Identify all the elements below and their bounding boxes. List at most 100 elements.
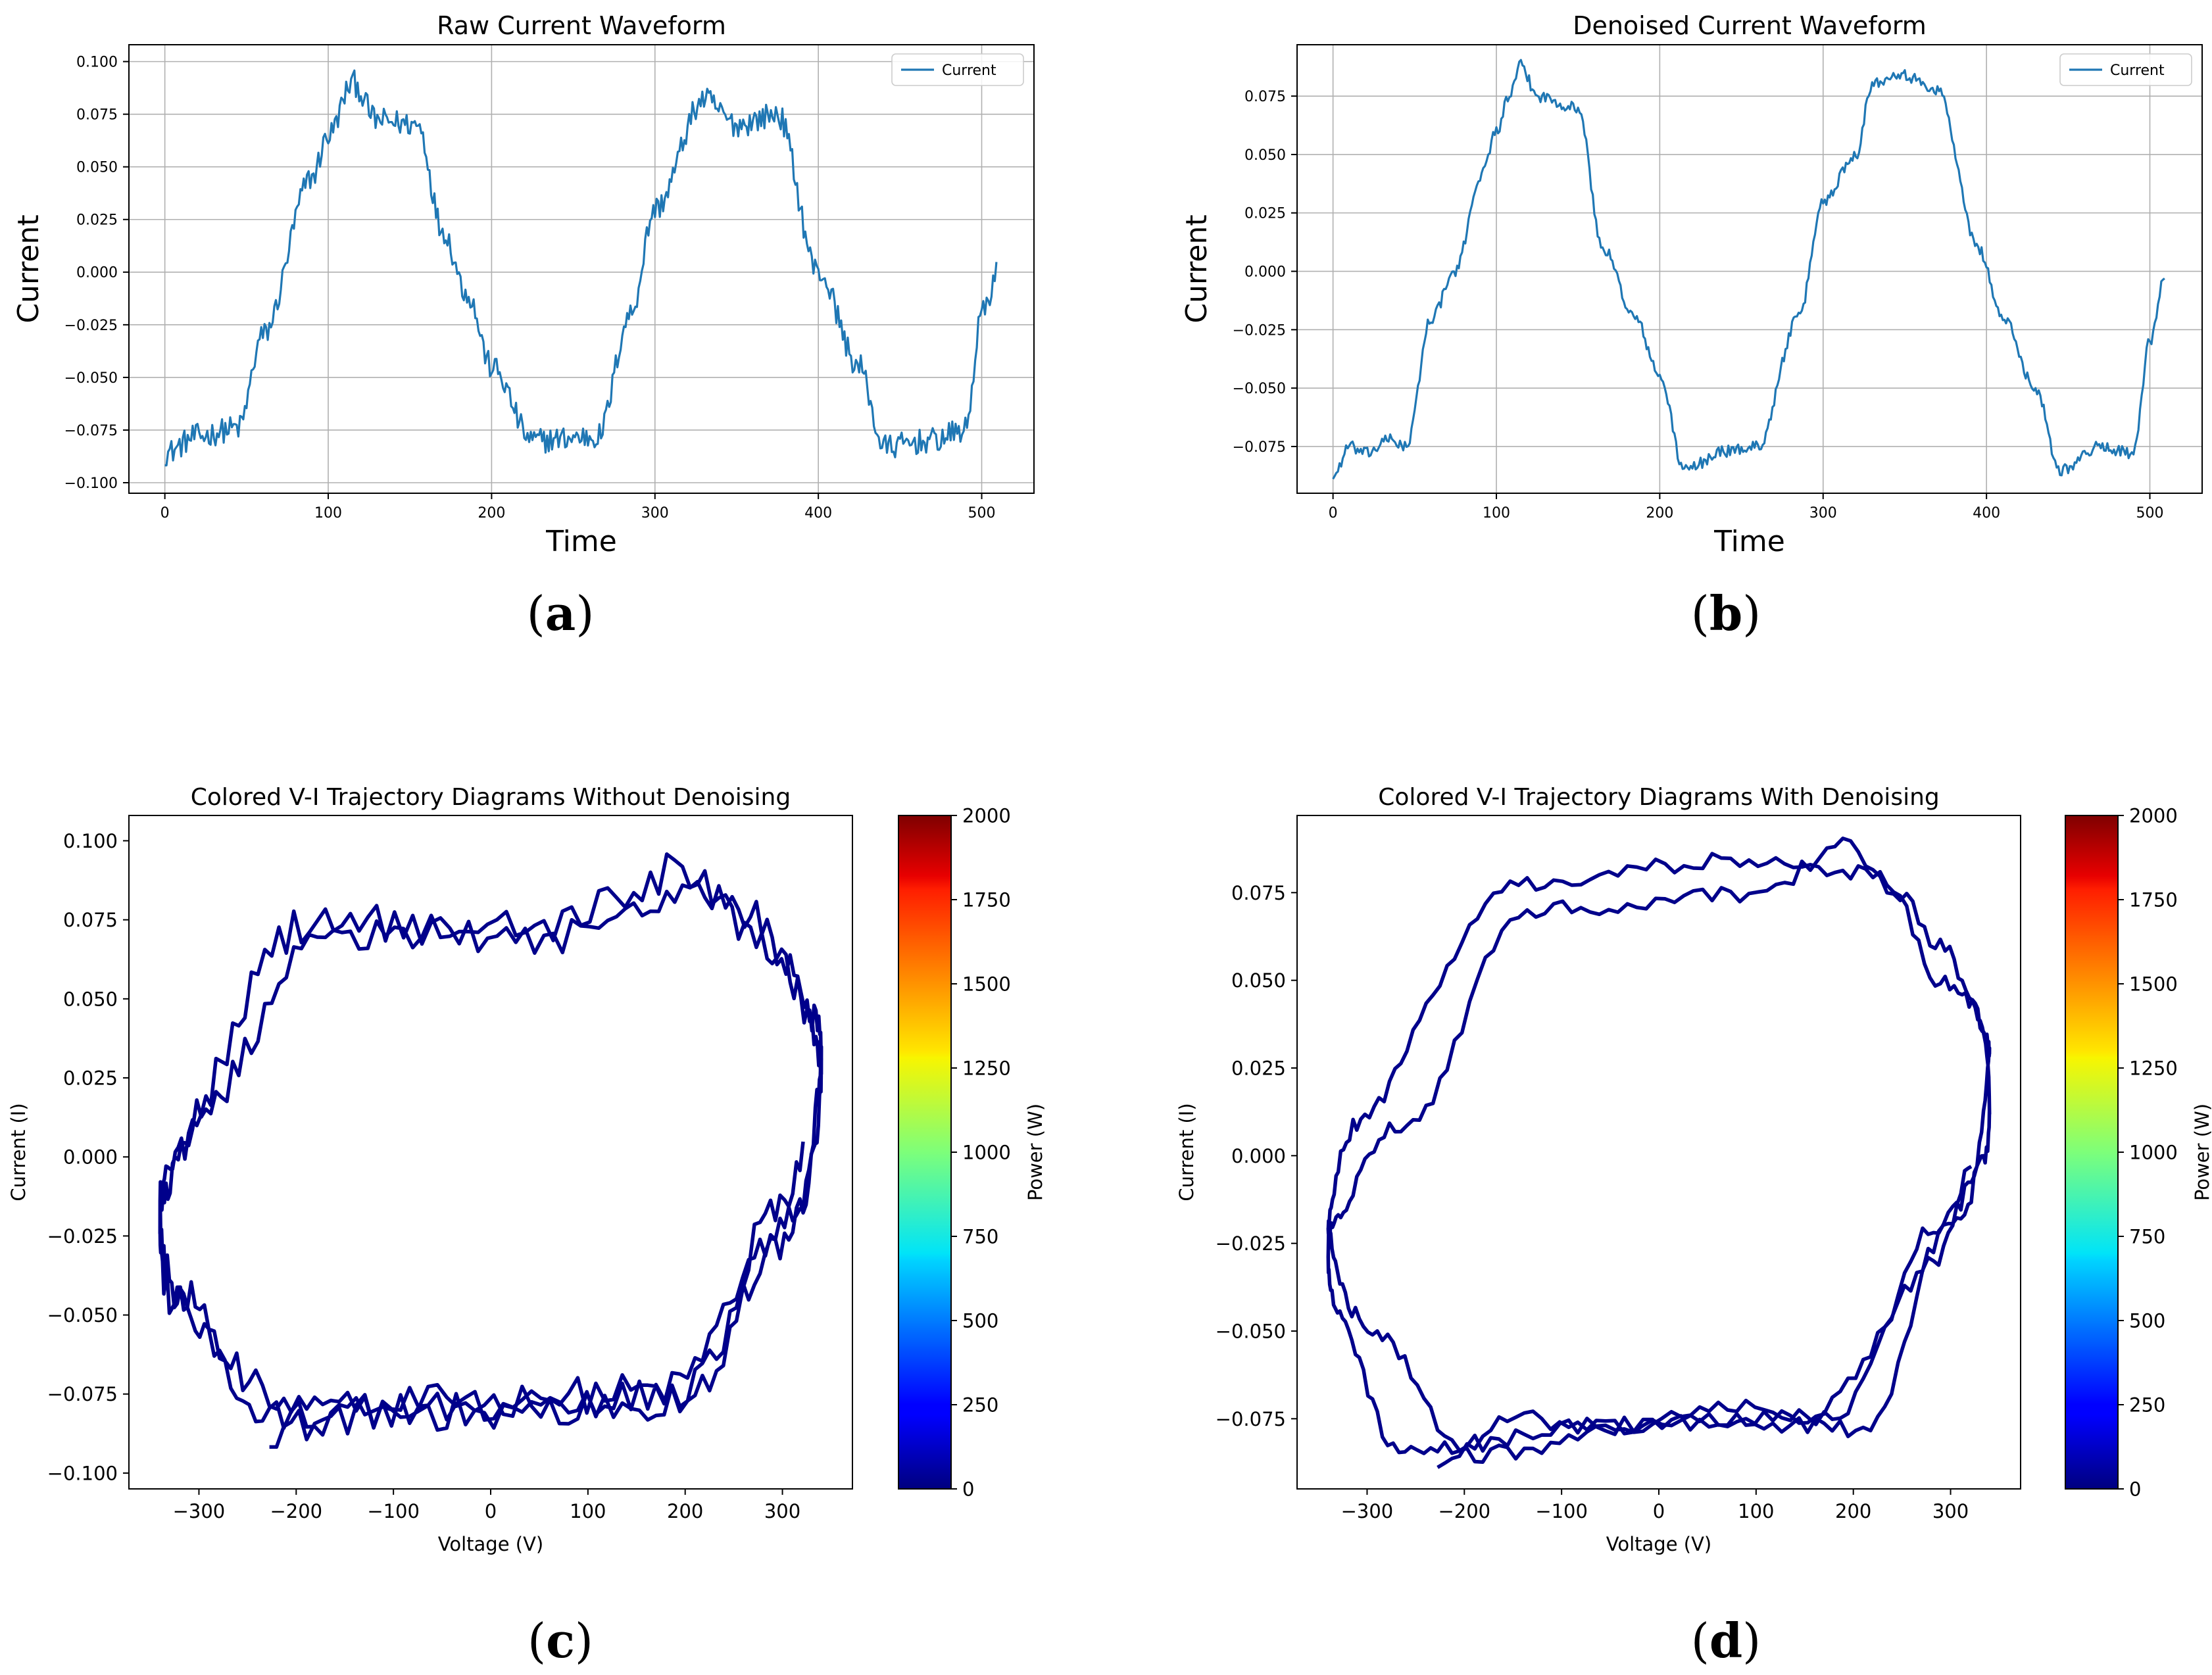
x-tick-label: 400 — [1973, 505, 2000, 522]
x-tick-label: 0 — [1329, 505, 1338, 522]
colorbar-tick-label: 1250 — [2129, 1057, 2178, 1079]
chart-b: Denoised Current Waveform 0 100 200 300 400 50… — [1180, 11, 2203, 558]
chart-title: Colored V-I Trajectory Diagrams Without … — [191, 784, 791, 811]
x-tick-label: 100 — [314, 505, 342, 522]
colorbar-tick-label: 1000 — [962, 1141, 1011, 1163]
y-tick-label: −0.025 — [47, 1225, 118, 1248]
vi-trajectory-line — [158, 852, 823, 1449]
x-tick-label: 300 — [764, 1500, 800, 1522]
colorbar-label: Power (W) — [1024, 1104, 1046, 1201]
x-tick-label: 300 — [641, 505, 669, 522]
y-tick-label: 0.050 — [1231, 969, 1286, 992]
y-tick-label: −0.050 — [1216, 1320, 1286, 1342]
y-tick-label: 0.075 — [1244, 89, 1286, 105]
x-tick-label: 200 — [667, 1500, 703, 1522]
colorbar-tick-label: 750 — [2129, 1225, 2165, 1248]
colorbar-gradient — [898, 815, 952, 1490]
y-tick-label: 0.050 — [1244, 147, 1286, 164]
x-tick-label: 100 — [1483, 505, 1510, 522]
y-tick-label: 0.050 — [76, 160, 118, 176]
caption-b: (b) — [1690, 585, 1761, 641]
colorbar-tick-label: 250 — [2129, 1394, 2165, 1416]
y-tick-label: 0.075 — [76, 107, 118, 124]
x-tick-label: 300 — [1932, 1500, 1969, 1522]
y-tick-label: −0.075 — [1216, 1408, 1286, 1430]
x-tick-label: 300 — [1809, 505, 1837, 522]
y-axis-label: Current (I) — [7, 1103, 30, 1201]
legend: Current — [2059, 53, 2192, 86]
chart-a: Raw Current Waveform 0 100 200 300 400 500 −0.1… — [12, 11, 1035, 558]
x-axis-label: Time — [545, 525, 617, 558]
chart-title: Raw Current Waveform — [437, 11, 726, 40]
colorbar-label: Power (W) — [2191, 1104, 2212, 1201]
colorbar-tick-label: 1250 — [962, 1057, 1011, 1079]
colorbar-tick-label: 0 — [2129, 1478, 2141, 1500]
y-tick-label: 0.025 — [1231, 1057, 1286, 1079]
y-tick-label: 0.025 — [76, 212, 118, 229]
y-tick-label: 0.075 — [1231, 882, 1286, 904]
caption-a: (a) — [526, 585, 595, 641]
series-line-current — [1332, 59, 2165, 480]
y-tick-label: 0.050 — [63, 988, 118, 1010]
y-tick-label: 0.000 — [1244, 264, 1286, 280]
x-tick-label: 0 — [485, 1500, 497, 1522]
axes-frame — [128, 44, 1035, 494]
colorbar-tick-label: 0 — [962, 1478, 974, 1500]
y-tick-label: 0.025 — [63, 1067, 118, 1089]
colorbar-tick-label: 1750 — [962, 888, 1011, 911]
y-tick-label: −0.050 — [47, 1304, 118, 1326]
y-axis-label: Current — [12, 214, 45, 323]
y-axis-label: Current (I) — [1175, 1103, 1198, 1201]
y-tick-label: −0.025 — [1216, 1232, 1286, 1255]
colorbar-tick-label: 500 — [962, 1309, 998, 1332]
x-axis-label: Voltage (V) — [1606, 1533, 1711, 1555]
colorbar-tick-label: 1500 — [962, 973, 1011, 995]
x-tick-label: −300 — [173, 1500, 226, 1522]
x-tick-label: −100 — [367, 1500, 420, 1522]
colorbar-tick-label: 1000 — [2129, 1141, 2178, 1163]
y-tick-label: −0.100 — [64, 475, 118, 492]
x-axis-label: Voltage (V) — [438, 1533, 543, 1555]
colorbar-tick-label: 500 — [2129, 1309, 2165, 1332]
chart-c: Colored V-I Trajectory Diagrams Without … — [7, 784, 1046, 1555]
legend-label: Current — [942, 62, 996, 79]
y-axis-label: Current — [1180, 214, 1214, 323]
colorbar-gradient — [2065, 815, 2119, 1490]
axes-frame — [1296, 815, 2021, 1490]
series-line-current — [164, 69, 998, 467]
caption-d: (d) — [1690, 1613, 1761, 1668]
legend-label: Current — [2110, 62, 2165, 79]
x-tick-label: −300 — [1341, 1500, 1394, 1522]
x-tick-label: 400 — [804, 505, 832, 522]
y-tick-label: 0.000 — [76, 265, 118, 281]
x-axis-label: Time — [1713, 525, 1785, 558]
y-tick-label: 0.000 — [1231, 1145, 1286, 1167]
colorbar-tick-label: 1750 — [2129, 888, 2178, 911]
chart-title: Colored V-I Trajectory Diagrams With Den… — [1378, 784, 1940, 811]
y-tick-label: −0.075 — [1233, 439, 1286, 456]
colorbar-tick-label: 2000 — [962, 804, 1011, 827]
colorbar-tick-label: 750 — [962, 1225, 998, 1248]
y-tick-label: −0.025 — [1233, 322, 1286, 339]
x-tick-label: 500 — [2136, 505, 2164, 522]
x-tick-label: 100 — [1738, 1500, 1774, 1522]
colorbar-tick-label: 1500 — [2129, 973, 2178, 995]
x-tick-label: 200 — [1646, 505, 1673, 522]
x-tick-label: 0 — [1653, 1500, 1665, 1522]
legend-box — [2059, 53, 2192, 86]
y-tick-label: 0.000 — [63, 1146, 118, 1169]
y-tick-label: −0.050 — [1233, 381, 1286, 397]
y-tick-label: −0.075 — [47, 1383, 118, 1405]
legend: Current — [891, 53, 1024, 86]
colorbar: 0 250 500 750 1000 1250 1500 1750 2000 Power (W) — [2065, 804, 2212, 1500]
colorbar-tick-label: 250 — [962, 1394, 998, 1416]
colorbar-tick-label: 2000 — [2129, 804, 2178, 827]
chart-title: Denoised Current Waveform — [1573, 11, 1927, 40]
y-tick-label: 0.075 — [63, 909, 118, 931]
x-tick-label: −100 — [1535, 1500, 1588, 1522]
colorbar: 0 250 500 750 1000 1250 1500 1750 2000 Power (W) — [898, 804, 1046, 1500]
legend-box — [891, 53, 1024, 86]
x-tick-label: −200 — [270, 1500, 322, 1522]
y-tick-label: −0.075 — [64, 423, 118, 439]
x-tick-label: 200 — [478, 505, 505, 522]
